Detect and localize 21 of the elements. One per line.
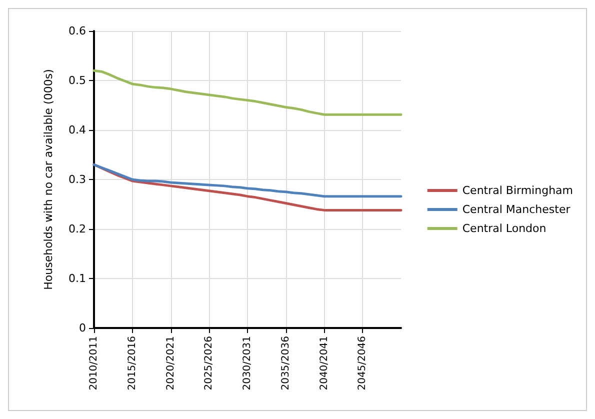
x-tick-label: 2020/2021 — [165, 336, 176, 390]
x-tick-label: 2045/2046 — [357, 336, 368, 390]
legend-label: Central London — [462, 222, 546, 235]
y-tick-label: 0 — [79, 322, 86, 334]
legend-label: Central Birmingham — [462, 184, 574, 197]
line-series — [92, 163, 402, 198]
y-tick-label: 0.3 — [68, 173, 86, 186]
x-tick-label: 2025/2026 — [204, 336, 215, 390]
y-tick-label: 0.5 — [68, 74, 86, 87]
y-axis-title: Households with no car available (000s) — [42, 69, 55, 290]
x-tick-label: 2035/2036 — [280, 336, 292, 390]
x-tick-label: 2040/2041 — [318, 336, 330, 390]
x-tick-label: 2010/2011 — [88, 336, 100, 390]
y-tick-label: 0.2 — [68, 222, 86, 236]
y-tick-label: 0.6 — [68, 24, 86, 38]
x-tick-label: 2030/2031 — [242, 336, 253, 390]
line-series — [92, 69, 402, 116]
y-tick-label: 0.1 — [68, 272, 86, 285]
legend-label: Central Manchester — [462, 203, 571, 216]
y-tick-label: 0.4 — [68, 124, 86, 136]
x-tick-label: 2015/2016 — [126, 336, 138, 390]
